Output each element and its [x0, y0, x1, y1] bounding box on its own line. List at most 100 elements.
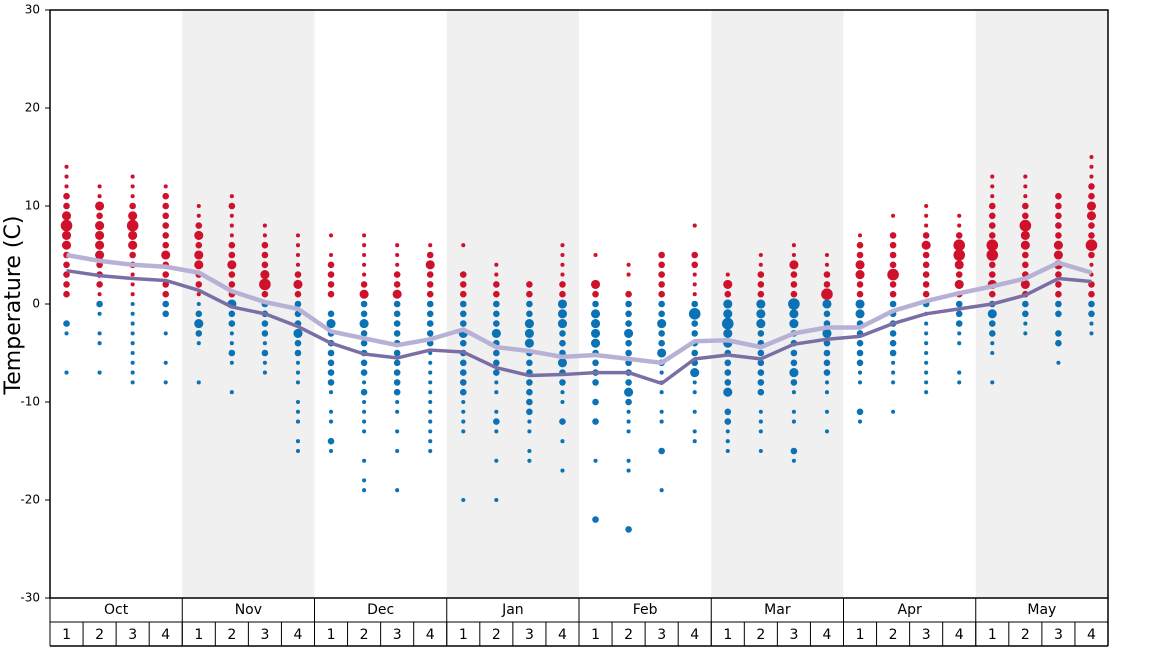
temp-dot	[294, 339, 302, 347]
temp-dot	[1022, 251, 1029, 259]
temp-dot	[790, 359, 798, 367]
temp-dot	[459, 379, 467, 386]
temp-dot	[362, 262, 367, 267]
temp-dot	[97, 184, 102, 189]
month-label: Oct	[104, 602, 129, 618]
temp-dot	[362, 478, 367, 483]
temp-dot	[395, 262, 400, 267]
temp-dot	[130, 341, 135, 346]
temp-dot	[791, 243, 796, 248]
temp-dot	[261, 241, 269, 249]
temp-dot	[626, 262, 631, 267]
temp-dot	[393, 349, 401, 357]
temp-dot	[986, 249, 999, 261]
temp-dot	[692, 439, 697, 444]
temp-dot	[194, 260, 204, 270]
temp-dot	[924, 223, 929, 228]
week-label: 4	[558, 627, 567, 643]
temp-dot	[891, 370, 896, 375]
temp-dot	[229, 341, 234, 346]
temp-dot	[395, 448, 400, 454]
temp-dot	[95, 201, 105, 211]
week-label: 1	[327, 627, 336, 643]
temp-dot	[593, 458, 598, 463]
temp-dot	[130, 194, 135, 199]
temp-dot	[922, 281, 930, 288]
temp-dot	[326, 319, 336, 329]
temp-dot	[592, 290, 599, 298]
y-tick-label: 0	[32, 297, 40, 311]
temp-dot	[590, 319, 601, 329]
temp-dot	[757, 290, 765, 298]
temp-dot	[557, 319, 568, 329]
temp-dot	[990, 341, 995, 346]
temp-dot	[692, 409, 697, 414]
temp-dot	[359, 319, 369, 329]
temp-dot	[1089, 154, 1094, 160]
temp-dot	[229, 213, 234, 218]
temp-dot	[889, 300, 897, 308]
temp-dot	[559, 290, 566, 298]
temp-dot	[61, 211, 72, 221]
temp-dot	[823, 359, 831, 367]
temp-dot	[954, 279, 964, 289]
temp-dot	[924, 370, 929, 375]
temp-dot	[1022, 310, 1029, 318]
temp-dot	[130, 174, 135, 179]
temp-dot	[294, 290, 302, 298]
month-label: Dec	[367, 602, 394, 618]
temp-dot	[790, 447, 798, 455]
temp-dot	[592, 418, 599, 425]
temp-dot	[393, 330, 401, 337]
temp-dot	[395, 429, 400, 434]
temp-dot	[360, 281, 368, 288]
temp-dot	[527, 458, 532, 463]
temp-dot	[659, 488, 664, 493]
temp-dot	[194, 250, 204, 260]
temp-dot	[557, 358, 568, 368]
temp-dot	[723, 279, 733, 289]
week-label: 3	[260, 627, 269, 643]
temp-dot	[889, 232, 897, 239]
temp-dot	[526, 408, 533, 416]
temp-dot	[659, 370, 664, 375]
temp-dot	[592, 379, 599, 386]
temp-dot	[889, 241, 897, 249]
temp-dot	[1055, 281, 1062, 288]
temp-dot	[1088, 183, 1095, 190]
temp-dot	[162, 222, 170, 229]
temp-dot	[790, 379, 798, 386]
temp-dot	[63, 192, 70, 200]
temp-dot	[130, 301, 135, 307]
temp-dot	[658, 310, 665, 318]
temp-dot	[228, 241, 236, 249]
week-label: 3	[128, 627, 137, 643]
temp-dot	[1056, 360, 1061, 365]
temp-dot	[196, 341, 201, 346]
temp-dot	[97, 331, 102, 336]
temp-dot	[428, 370, 433, 375]
temp-dot	[1053, 240, 1063, 250]
temp-dot	[658, 251, 665, 259]
temp-dot	[493, 290, 500, 298]
temp-dot	[590, 328, 601, 338]
week-label: 4	[955, 627, 964, 643]
temp-dot	[461, 419, 466, 424]
temp-dot	[524, 338, 534, 348]
temp-dot	[494, 380, 499, 385]
week-label: 4	[161, 627, 170, 643]
temp-dot	[162, 300, 170, 308]
temp-dot	[259, 278, 271, 291]
temp-dot	[461, 429, 466, 434]
temp-dot	[822, 299, 832, 309]
temp-dot	[658, 447, 665, 455]
temp-dot	[295, 380, 301, 385]
temp-dot	[524, 328, 534, 338]
temp-dot	[1088, 300, 1095, 308]
temp-dot	[953, 239, 966, 251]
temp-dot	[757, 388, 765, 396]
temp-dot	[690, 368, 700, 378]
week-label: 3	[1054, 627, 1063, 643]
temp-dot	[295, 252, 301, 258]
temp-dot	[163, 380, 168, 385]
